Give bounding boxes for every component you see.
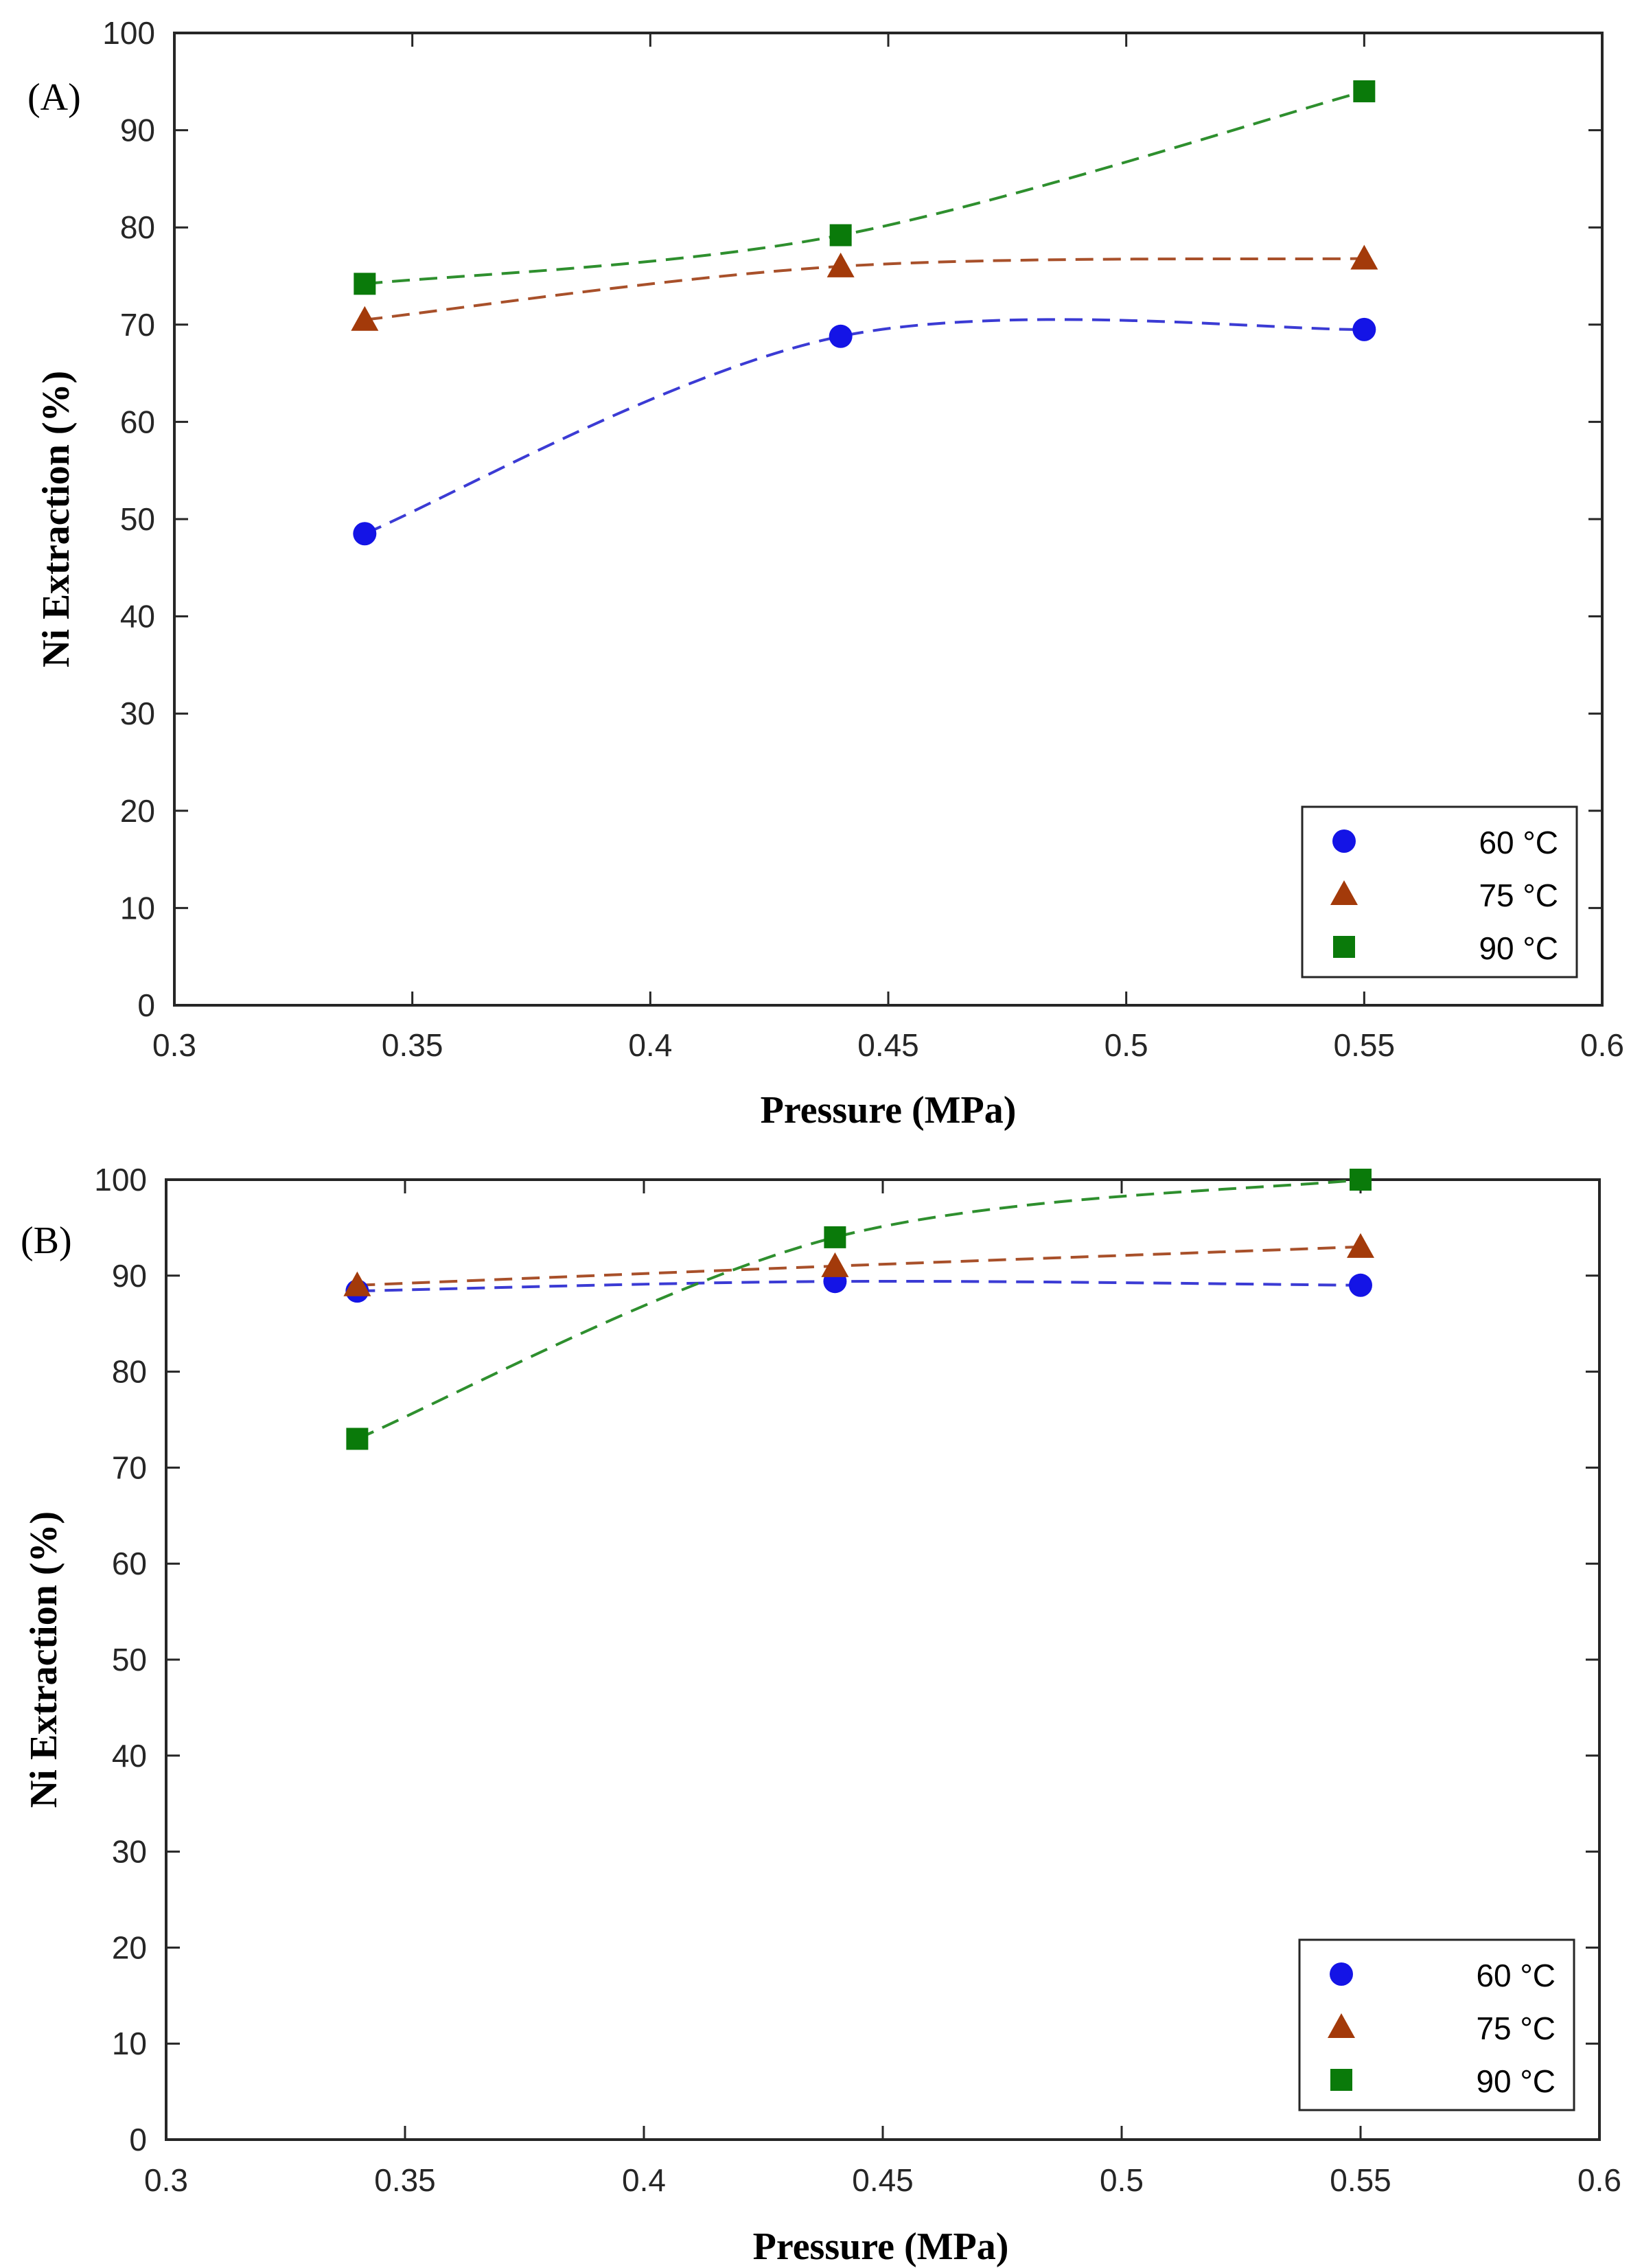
legend-marker-triangle-a <box>1330 880 1358 905</box>
y-tick-label: 30 <box>112 1834 147 1870</box>
x-tick-label: 0.45 <box>852 2162 914 2198</box>
y-tick-label: 90 <box>120 113 155 148</box>
panel-label-a: (A) <box>27 76 81 119</box>
x-ticks-a: 0.3 0.35 0.4 0.45 0.5 0.55 0.6 <box>152 33 1624 1063</box>
data-point-square-a <box>354 273 376 295</box>
legend-b: 60 °C 75 °C 90 °C <box>1298 1938 1575 2111</box>
x-tick-label: 0.4 <box>628 1027 672 1063</box>
series-markers-b <box>343 1169 1374 1450</box>
y-tick-label: 60 <box>112 1546 147 1581</box>
y-tick-label: 20 <box>120 793 155 829</box>
y-axis-title-b: Ni Extraction (%) <box>23 1511 65 1808</box>
y-tick-label: 70 <box>112 1450 147 1485</box>
data-point-square-b <box>1350 1169 1372 1191</box>
x-tick-label: 0.3 <box>144 2162 188 2198</box>
legend-marker-circle-b <box>1330 1962 1353 1986</box>
x-tick-label: 0.35 <box>374 2162 436 2198</box>
panel-a: 0.3 0.35 0.4 0.45 0.5 0.55 0.6 0 10 20 30 40 50 60 70… <box>27 15 1624 1132</box>
legend-label-90c-b: 90 °C <box>1476 2063 1556 2099</box>
y-tick-label: 100 <box>94 1162 147 1198</box>
x-ticks-b: 0.3 0.35 0.4 0.45 0.5 0.55 0.6 <box>144 1180 1621 2198</box>
y-tick-label: 30 <box>120 696 155 731</box>
y-tick-label: 80 <box>112 1354 147 1390</box>
x-tick-label: 0.3 <box>152 1027 196 1063</box>
y-ticks-b: 0 10 20 30 40 50 60 70 80 90 100 <box>94 1162 1599 2157</box>
y-tick-label: 0 <box>129 2122 147 2157</box>
y-tick-label: 10 <box>112 2026 147 2061</box>
data-point-circle-a <box>1352 317 1376 341</box>
y-tick-label: 40 <box>120 599 155 634</box>
series-line-circle-a <box>364 318 1365 536</box>
x-tick-label: 0.5 <box>1105 1027 1148 1063</box>
legend-marker-triangle-b <box>1328 2013 1355 2038</box>
x-tick-label: 0.5 <box>1100 2162 1144 2198</box>
x-tick-label: 0.55 <box>1330 2162 1391 2198</box>
legend-label-60c-b: 60 °C <box>1476 1958 1556 1993</box>
data-point-circle-a <box>353 522 377 546</box>
data-point-square-b <box>346 1428 369 1450</box>
data-point-triangle-b <box>821 1252 849 1277</box>
x-tick-label: 0.35 <box>382 1027 443 1063</box>
data-point-square-a <box>829 224 852 247</box>
y-tick-label: 10 <box>120 890 155 926</box>
data-point-triangle-b <box>1347 1233 1374 1258</box>
data-point-triangle-a <box>826 252 855 277</box>
y-tick-label: 80 <box>120 209 155 245</box>
y-tick-label: 20 <box>112 1929 147 1965</box>
x-tick-label: 0.4 <box>622 2162 666 2198</box>
data-point-square-b <box>824 1226 846 1248</box>
data-point-circle-a <box>829 324 853 348</box>
y-tick-label: 0 <box>137 987 155 1023</box>
legend-label-60c-a: 60 °C <box>1479 825 1558 860</box>
x-tick-label: 0.6 <box>1577 2162 1621 2198</box>
panel-b: 0.3 0.35 0.4 0.45 0.5 0.55 0.6 0 10 20 30 40 50 60 70… <box>21 1162 1621 2268</box>
x-axis-title-a: Pressure (MPa) <box>761 1089 1017 1132</box>
legend-a: 60 °C 75 °C 90 °C <box>1301 805 1578 978</box>
data-point-circle-b <box>1349 1273 1372 1297</box>
series-markers-a <box>351 80 1378 546</box>
series-line-square-b <box>356 1178 1361 1441</box>
legend-marker-square-b <box>1330 2069 1352 2091</box>
y-tick-label: 100 <box>102 15 155 51</box>
data-point-triangle-b <box>343 1271 371 1296</box>
data-point-triangle-a <box>1350 244 1378 270</box>
y-ticks-a: 0 10 20 30 40 50 60 70 80 90 100 <box>102 15 1602 1023</box>
x-tick-label: 0.6 <box>1580 1027 1624 1063</box>
x-axis-title-b: Pressure (MPa) <box>753 2225 1009 2268</box>
legend-label-75c-a: 75 °C <box>1479 878 1558 913</box>
y-tick-label: 60 <box>120 404 155 439</box>
y-tick-label: 50 <box>120 501 155 537</box>
legend-marker-circle-a <box>1332 829 1356 853</box>
data-point-square-a <box>1353 80 1376 102</box>
legend-marker-square-a <box>1333 936 1355 958</box>
legend-label-90c-a: 90 °C <box>1479 930 1558 966</box>
y-axis-title-a: Ni Extraction (%) <box>35 371 78 667</box>
y-tick-label: 50 <box>112 1642 147 1677</box>
y-tick-label: 40 <box>112 1738 147 1774</box>
x-tick-label: 0.45 <box>857 1027 919 1063</box>
y-tick-label: 70 <box>120 307 155 343</box>
y-tick-label: 90 <box>112 1258 147 1294</box>
legend-label-75c-b: 75 °C <box>1476 2011 1556 2046</box>
panel-label-b: (B) <box>21 1219 72 1262</box>
x-tick-label: 0.55 <box>1334 1027 1396 1063</box>
data-point-triangle-a <box>351 306 379 331</box>
